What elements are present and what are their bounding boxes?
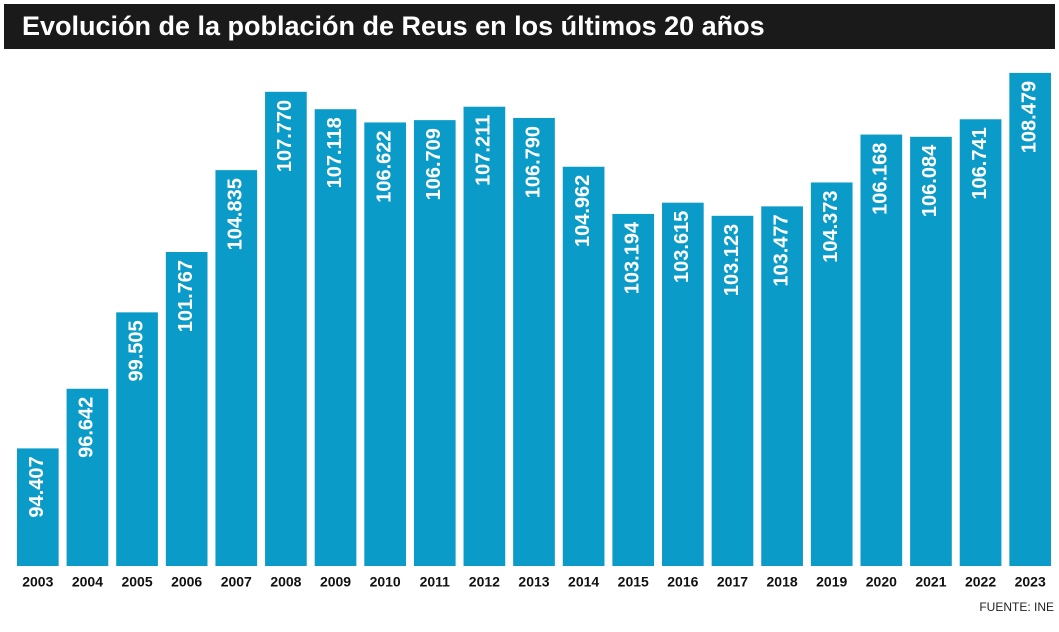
x-tick-label: 2013 [518,574,549,590]
x-tick-label: 2007 [221,574,252,590]
bar [165,252,208,566]
value-label: 94.407 [26,456,48,517]
value-label: 104.373 [820,190,842,262]
x-tick-label: 2009 [320,574,351,590]
x-tick-label: 2010 [370,574,401,590]
value-label: 103.615 [671,211,693,283]
x-tick-label: 2011 [420,574,451,590]
value-label: 104.962 [572,175,594,247]
value-label: 101.767 [175,260,197,332]
value-label: 103.194 [622,221,644,294]
bar [810,182,853,566]
x-tick-label: 2003 [22,574,53,590]
bar [364,122,406,566]
bar [910,136,952,566]
x-tick-label: 2005 [121,574,152,590]
x-tick-label: 2022 [965,574,996,590]
x-tick-label: 2015 [618,574,649,590]
x-tick-label: 2023 [1015,574,1046,590]
value-label: 106.168 [870,143,892,215]
value-label: 96.642 [76,397,98,458]
value-label: 108.479 [1018,81,1040,153]
x-tick-label: 2020 [866,574,897,590]
value-label: 106.709 [423,128,445,200]
chart-title: Evolución de la población de Reus en los… [22,11,765,41]
x-tick-label: 2019 [816,574,847,590]
x-tick-label: 2008 [270,574,301,590]
bar [314,109,357,566]
value-label: 106.790 [522,126,544,198]
bar [761,206,803,566]
value-label: 106.622 [373,130,395,202]
bar [16,448,59,566]
x-tick-label: 2021 [915,574,946,590]
value-label: 104.835 [225,178,247,250]
bar [265,91,307,566]
bar [215,170,258,566]
value-label: 106.741 [969,127,991,199]
value-label: 107.118 [324,117,346,188]
bar [860,134,903,567]
bar [1009,72,1052,566]
x-tick-label: 2014 [568,574,599,590]
bar [463,106,506,566]
bar [959,119,1002,567]
bar [662,202,704,566]
value-label: 106.084 [919,144,941,217]
source: FUENTE: INE [979,600,1054,614]
value-label: 103.123 [721,224,743,296]
x-tick-label: 2016 [667,574,698,590]
value-label: 107.211 [473,115,495,186]
bar [711,215,754,567]
x-tick-label: 2017 [717,574,748,590]
bar [612,213,655,567]
value-label: 107.770 [274,100,296,172]
bar [66,388,109,566]
x-tick-label: 2018 [767,574,798,590]
x-tick-label: 2012 [469,574,500,590]
bar [116,312,158,566]
bar [413,120,456,567]
bar [562,166,605,566]
value-label: 103.477 [770,214,792,286]
title-bar [4,4,1055,49]
bar [513,117,555,566]
value-label: 99.505 [125,320,147,381]
x-tick-label: 2004 [72,574,103,590]
x-tick-label: 2006 [171,574,202,590]
